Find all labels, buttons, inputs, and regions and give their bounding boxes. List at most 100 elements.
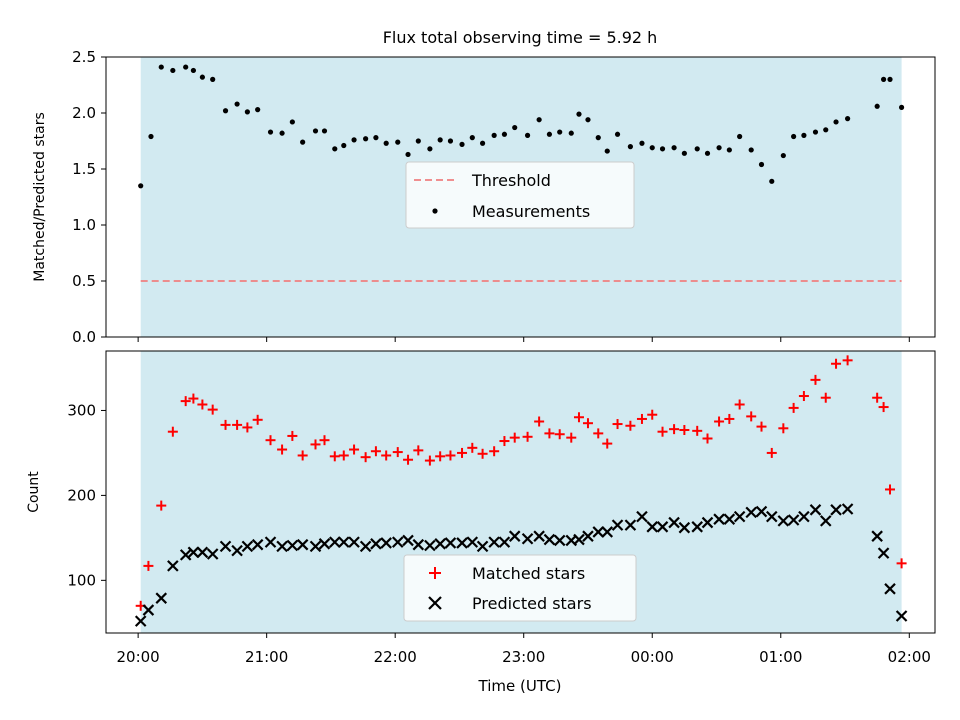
measurement-point (604, 148, 610, 154)
predicted-point (286, 539, 299, 552)
top-y-label: Matched/Predicted stars (32, 112, 48, 282)
matched-point (566, 432, 577, 443)
matched-point (207, 404, 218, 415)
predicted-point (723, 513, 736, 525)
measurement-point (845, 116, 851, 122)
matched-point (265, 435, 276, 446)
predicted-point (318, 538, 331, 550)
matched-point (544, 428, 555, 439)
bottom-y-tick-label: 200 (67, 486, 96, 504)
measurement-point (801, 132, 807, 138)
matched-point (746, 411, 757, 422)
predicted-point (456, 537, 468, 549)
predicted-point (264, 536, 277, 548)
matched-point (413, 445, 424, 456)
matched-point (896, 558, 907, 569)
measurement-point (780, 152, 786, 159)
matched-point (477, 448, 488, 459)
predicted-point (508, 530, 521, 542)
bottom-y-tick-label: 300 (67, 401, 96, 419)
predicted-point (521, 532, 534, 545)
measurement-point (199, 74, 205, 80)
measurement-point (289, 119, 295, 125)
matched-point (766, 447, 777, 458)
predicted-point (745, 506, 757, 519)
predicted-point (466, 536, 479, 548)
measurement-point (138, 183, 144, 189)
measurement-point (576, 111, 582, 117)
measurement-point (595, 135, 601, 141)
matched-point (647, 409, 658, 420)
measurement-point (170, 67, 176, 74)
predicted-point (678, 521, 691, 534)
bottom-y-axis: 100 200 300 (67, 401, 106, 589)
matched-point (445, 450, 456, 461)
predicted-point (370, 538, 382, 550)
measurement-point (222, 108, 229, 114)
matched-point (788, 402, 799, 413)
matched-point (534, 416, 545, 427)
measurement-point (267, 129, 274, 135)
top-y-tick-label: 0.0 (72, 328, 96, 346)
matched-point (522, 431, 533, 442)
bottom-y-tick-label: 100 (67, 571, 96, 589)
measurement-points (138, 64, 905, 189)
matched-point (625, 420, 636, 431)
matched-point (403, 454, 414, 465)
predicted-point (337, 536, 350, 548)
predicted-point (592, 526, 605, 538)
predicted-point (380, 537, 392, 549)
matched-point (167, 426, 178, 437)
matched-point (573, 412, 584, 423)
measurement-point (627, 144, 633, 150)
measurement-point (823, 127, 829, 133)
matched-point (872, 392, 883, 403)
predicted-point (668, 516, 680, 529)
predicted-point (155, 592, 168, 604)
predicted-point (329, 536, 341, 548)
predicted-point (219, 540, 232, 553)
predicted-point (884, 583, 896, 595)
predicted-point (391, 536, 404, 548)
measurement-point (659, 146, 666, 152)
predicted-point (819, 515, 832, 527)
predicted-point (798, 510, 810, 523)
matched-point (593, 428, 604, 439)
predicted-point (359, 540, 372, 553)
measurement-point (568, 130, 574, 136)
predicted-point (701, 516, 714, 529)
x-tick-label: 20:00 (117, 648, 160, 666)
bottom-legend-box (403, 554, 637, 622)
measurement-point (639, 140, 645, 146)
matched-point (156, 500, 167, 511)
matched-point (287, 430, 298, 441)
measurement-point (758, 161, 765, 168)
predicted-point (733, 510, 746, 523)
top-panel: 0.0 0.5 1.0 1.5 2.0 2.5 Matched/Predicted sta… (32, 48, 936, 346)
matched-point (714, 416, 725, 427)
predicted-point (543, 533, 556, 546)
predicted-point (713, 513, 725, 525)
measurement-point (244, 109, 250, 115)
measurement-point (716, 145, 722, 151)
matched-point (232, 419, 243, 430)
predicted-point (573, 533, 585, 546)
matched-point (810, 374, 821, 385)
predicted-point (251, 538, 264, 551)
predicted-point (134, 615, 147, 627)
predicted-point (787, 514, 800, 526)
measurement-point (469, 135, 475, 141)
measurement-point (681, 150, 687, 156)
measurement-point (158, 64, 164, 70)
measurement-point (312, 128, 319, 134)
predicted-point (656, 521, 669, 533)
top-y-tick-label: 2.5 (72, 48, 96, 66)
predicted-point (895, 610, 908, 622)
measurement-point (395, 139, 401, 145)
predicted-point (646, 521, 659, 533)
measurement-point (649, 145, 655, 151)
predicted-point (755, 505, 768, 518)
matched-point (734, 399, 745, 410)
matched-point (252, 414, 263, 425)
